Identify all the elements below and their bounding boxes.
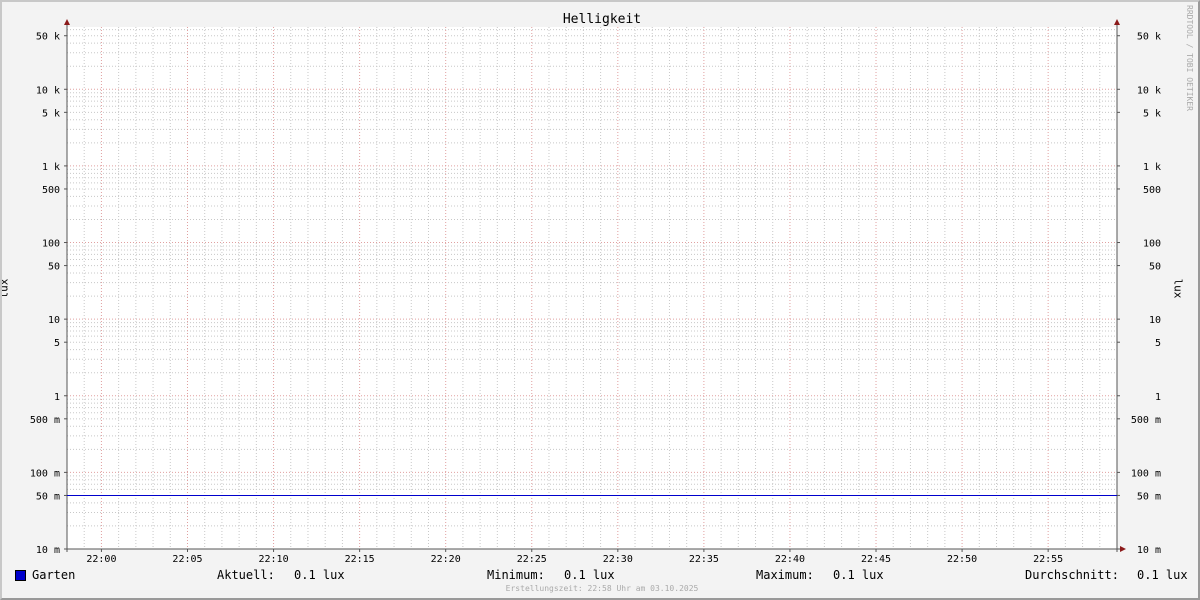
- y-tick-label-left: 100 m: [30, 468, 60, 479]
- y-tick-label-right: 10 k: [1137, 85, 1161, 96]
- y-tick-label-right: 500: [1143, 185, 1161, 196]
- y-tick-label-right: 5: [1155, 338, 1161, 349]
- x-tick-label: 22:30: [603, 554, 633, 565]
- x-tick-label: 22:25: [517, 554, 547, 565]
- x-axis-arrow: [1120, 546, 1126, 552]
- legend-maximum-value: 0.1 lux: [833, 568, 884, 582]
- y-tick-label-right: 10: [1149, 315, 1161, 326]
- y-tick-label-left: 1 k: [42, 162, 60, 173]
- x-tick-label: 22:20: [431, 554, 461, 565]
- legend-average-value: 0.1 lux: [1137, 568, 1188, 582]
- y-tick-label-left: 10 m: [36, 545, 60, 556]
- y-tick-label-right: 100: [1143, 239, 1161, 250]
- y-tick-label-left: 5: [54, 338, 60, 349]
- y-tick-label-left: 5 k: [42, 108, 60, 119]
- chart-title: Helligkeit: [562, 12, 642, 27]
- legend-current-label: Aktuell:: [217, 568, 275, 582]
- y-tick-label-right: 1 k: [1143, 162, 1161, 173]
- y-tick-label-left: 50 m: [36, 491, 60, 502]
- legend-swatch: [15, 570, 26, 581]
- y-tick-label-right: 100 m: [1131, 468, 1161, 479]
- legend-current-value: 0.1 lux: [294, 568, 345, 582]
- watermark: RRDTOOL / TOBI OETIKER: [1185, 5, 1194, 111]
- y-axis-arrow-left: [64, 19, 70, 25]
- y-tick-label-left: 100: [42, 239, 60, 250]
- y-axis-label-left: lux: [0, 278, 11, 299]
- plot-background: [67, 27, 1117, 549]
- x-tick-label: 22:15: [345, 554, 375, 565]
- y-tick-label-left: 50: [48, 262, 60, 273]
- footer-timestamp: Erstellungszeit: 22:58 Uhr am 03.10.2025: [505, 584, 699, 593]
- y-tick-label-right: 1: [1155, 392, 1161, 403]
- x-tick-label: 22:10: [259, 554, 289, 565]
- y-axis-arrow-right: [1114, 19, 1120, 25]
- y-tick-label-right: 50 k: [1137, 32, 1161, 43]
- x-tick-label: 22:40: [775, 554, 805, 565]
- y-tick-label-right: 5 k: [1143, 108, 1161, 119]
- x-tick-label: 22:55: [1033, 554, 1063, 565]
- legend-average-label: Durchschnitt:: [1025, 568, 1119, 582]
- y-tick-label-right: 10 m: [1137, 545, 1161, 556]
- y-tick-label-right: 500 m: [1131, 415, 1161, 426]
- x-tick-label: 22:35: [689, 554, 719, 565]
- y-tick-label-right: 50 m: [1137, 491, 1161, 502]
- x-tick-label: 22:50: [947, 554, 977, 565]
- x-tick-label: 22:05: [172, 554, 202, 565]
- legend-maximum-label: Maximum:: [756, 568, 814, 582]
- y-tick-label-right: 50: [1149, 262, 1161, 273]
- y-tick-label-left: 50 k: [36, 32, 60, 43]
- x-tick-label: 22:45: [861, 554, 891, 565]
- y-axis-label-right: lux: [1171, 278, 1185, 299]
- y-tick-label-left: 10: [48, 315, 60, 326]
- y-tick-label-left: 500: [42, 185, 60, 196]
- y-tick-label-left: 500 m: [30, 415, 60, 426]
- x-tick-label: 22:00: [86, 554, 116, 565]
- y-tick-label-left: 10 k: [36, 85, 60, 96]
- legend-minimum-value: 0.1 lux: [564, 568, 615, 582]
- y-tick-label-left: 1: [54, 392, 60, 403]
- legend-series-name: Garten: [32, 568, 76, 582]
- legend-minimum-label: Minimum:: [487, 568, 545, 582]
